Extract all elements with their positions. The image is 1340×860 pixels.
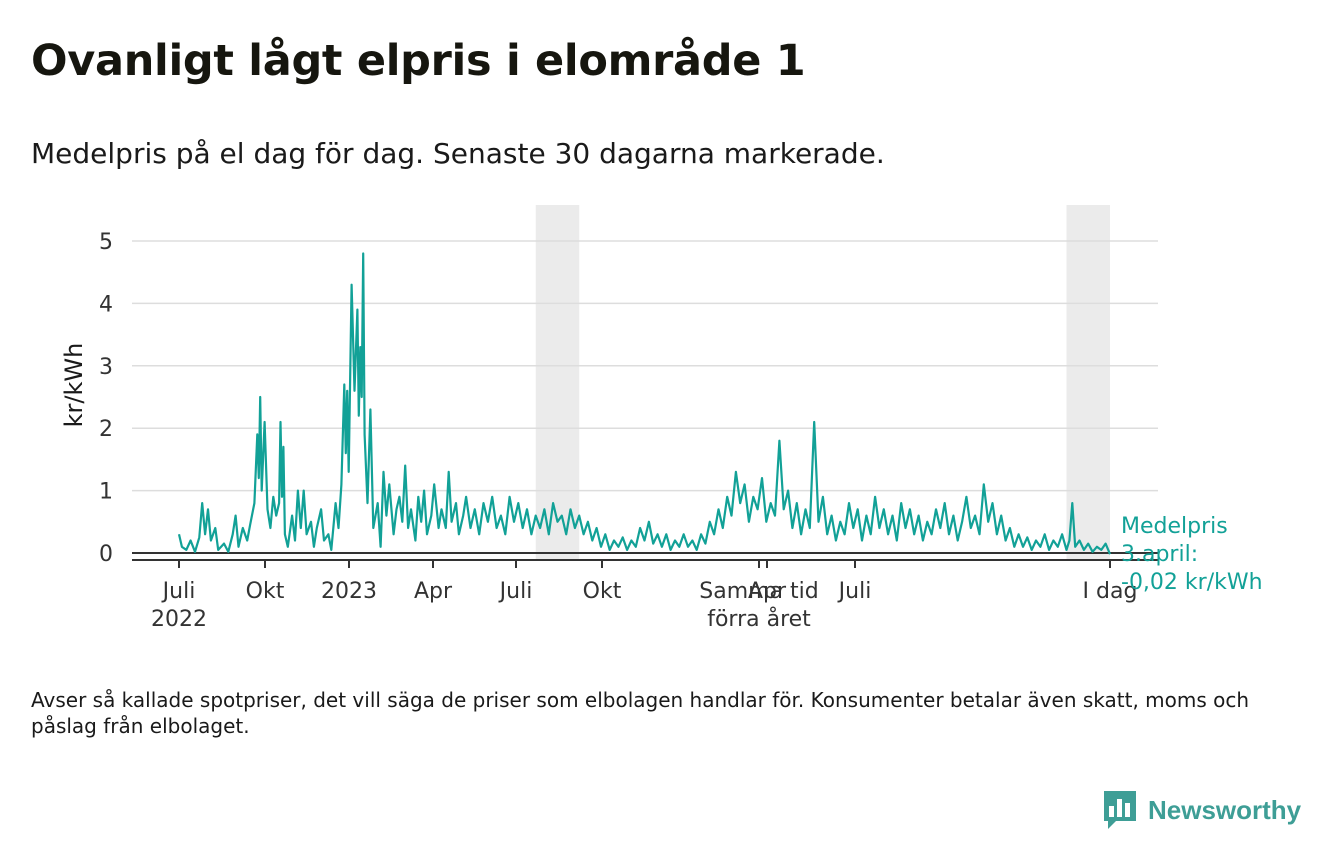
x-tick-label-6: Samma tid förra året [699,579,819,632]
y-axis-label: kr/kWh [60,343,88,428]
y-tick-label-5: 5 [99,230,113,255]
annotation-text: Medelpris 3.april: -0,02 kr/kWh [1121,514,1263,595]
x-tick-label-8: Juli [837,579,872,604]
x-tick-label-7: Apr [748,579,787,604]
grid-lines [132,240,1158,554]
x-tick-label-5: Okt [583,579,622,604]
y-tick-label-2: 2 [99,417,113,442]
highlight-bands [535,205,1110,560]
y-tick-label-1: 1 [99,480,113,505]
y-tick-label-3: 3 [99,355,113,380]
y-tick-label-0: 0 [99,542,113,567]
series-line-elpris [177,252,1112,555]
highlight-band-2 [1066,205,1110,560]
page-subtitle: Medelpris på el dag för dag. Senaste 30 … [31,137,885,170]
page-title: Ovanligt lågt elpris i elområde 1 [31,36,806,86]
x-tick-label-1: Okt [246,579,285,604]
x-tick-label-3: Apr [414,579,453,604]
x-tick-label-0: Juli 2022 [151,579,207,632]
brand-logo[interactable]: Newsworthy [1102,788,1301,832]
y-axis-ticks: 0 1 2 3 4 5 [99,230,113,567]
x-axis: Juli 2022 Okt 2023 Apr Juli Okt Samma tid förra … [132,559,1158,632]
y-tick-label-4: 4 [99,292,113,317]
x-tick-label-9: I dag [1083,579,1138,604]
brand-name: Newsworthy [1148,794,1302,825]
newsworthy-logo-icon [1104,791,1136,829]
footnote: Avser så kallade spotpriser, det vill sä… [31,688,1250,738]
latest-value-annotation: Medelpris 3.april: -0,02 kr/kWh [1121,514,1263,595]
price-chart: 0 1 2 3 4 5 Juli 2022 Okt 2023 Apr Juli Okt Samma ti… [60,205,1263,632]
x-tick-label-4: Juli [498,579,533,604]
x-tick-label-2: 2023 [321,579,377,604]
highlight-band-1 [535,205,580,560]
